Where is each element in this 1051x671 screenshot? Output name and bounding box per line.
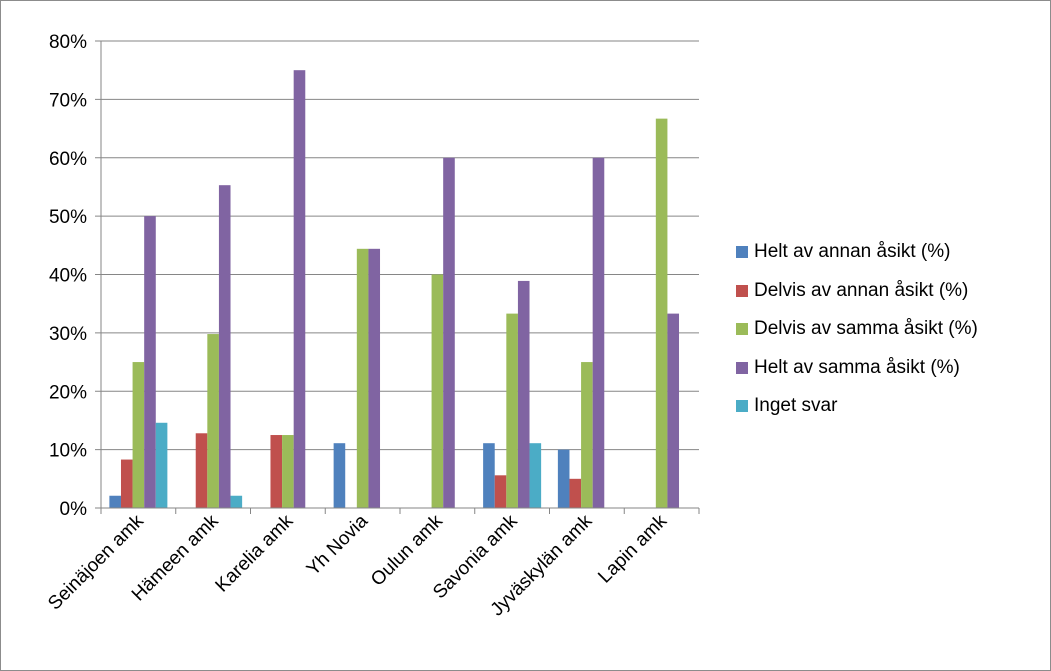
legend-swatch [736, 323, 748, 336]
bar [333, 443, 346, 508]
x-category-label: Lapin amk [594, 510, 671, 587]
x-category-label: Karelia amk [212, 510, 298, 596]
bar [270, 435, 283, 508]
bar [506, 313, 518, 508]
bar [282, 435, 294, 508]
bar [655, 118, 668, 509]
y-tick-label: 30% [49, 324, 87, 345]
bar [667, 313, 680, 508]
legend-swatch [736, 361, 748, 374]
gridlines [101, 40, 699, 451]
legend-item: Delvis av samma åsikt (%) [736, 310, 1046, 349]
bar [483, 443, 495, 508]
bars [109, 70, 680, 509]
legend-label: Inget svar [754, 395, 838, 417]
legend: Helt av annan åsikt (%) Delvis av annan å… [736, 233, 1046, 426]
bar [109, 495, 121, 508]
bar [356, 248, 369, 508]
bar [569, 478, 582, 508]
bar [557, 449, 570, 508]
y-tick-label: 70% [49, 90, 87, 111]
y-tick-label: 20% [49, 382, 87, 403]
bar [529, 443, 542, 508]
y-tick-label: 0% [60, 499, 88, 520]
legend-label: Delvis av annan åsikt (%) [754, 279, 969, 301]
bar [293, 70, 306, 508]
legend-label: Delvis av samma åsikt (%) [754, 318, 978, 340]
bar [207, 334, 219, 508]
bar [144, 216, 156, 508]
bar [581, 362, 593, 508]
bar [230, 495, 243, 508]
bar [195, 433, 208, 508]
legend-swatch [736, 400, 748, 413]
y-tick-label: 10% [49, 441, 87, 462]
legend-swatch [736, 246, 748, 259]
bar [443, 157, 455, 508]
bar [517, 280, 530, 508]
bar [431, 274, 444, 508]
bar [494, 475, 507, 508]
y-tick-label: 60% [49, 149, 87, 170]
y-axis-labels: 0% 10% 20% 30% 40% 50% 60% 70% 80% [49, 32, 87, 520]
bar [132, 362, 145, 508]
y-tick-label: 80% [49, 32, 87, 53]
legend-label: Helt av annan åsikt (%) [754, 241, 951, 263]
bar [155, 422, 168, 508]
legend-item: Helt av annan åsikt (%) [736, 233, 1046, 272]
legend-item: Helt av samma åsikt (%) [736, 349, 1046, 388]
y-tick-label: 40% [49, 266, 87, 287]
y-tick-label: 50% [49, 207, 87, 228]
axes [95, 40, 700, 514]
x-category-label: Yh Novia [303, 510, 373, 580]
x-category-label: Seinäjoen amk [44, 510, 148, 614]
legend-label: Helt av samma åsikt (%) [754, 356, 960, 378]
legend-item: Inget svar [736, 387, 1046, 426]
legend-item: Delvis av annan åsikt (%) [736, 272, 1046, 311]
bar [368, 248, 381, 508]
bar [120, 459, 133, 508]
bar [218, 185, 231, 508]
bar [592, 157, 605, 508]
x-category-label: Oulun amk [367, 510, 447, 590]
legend-swatch [736, 284, 748, 297]
